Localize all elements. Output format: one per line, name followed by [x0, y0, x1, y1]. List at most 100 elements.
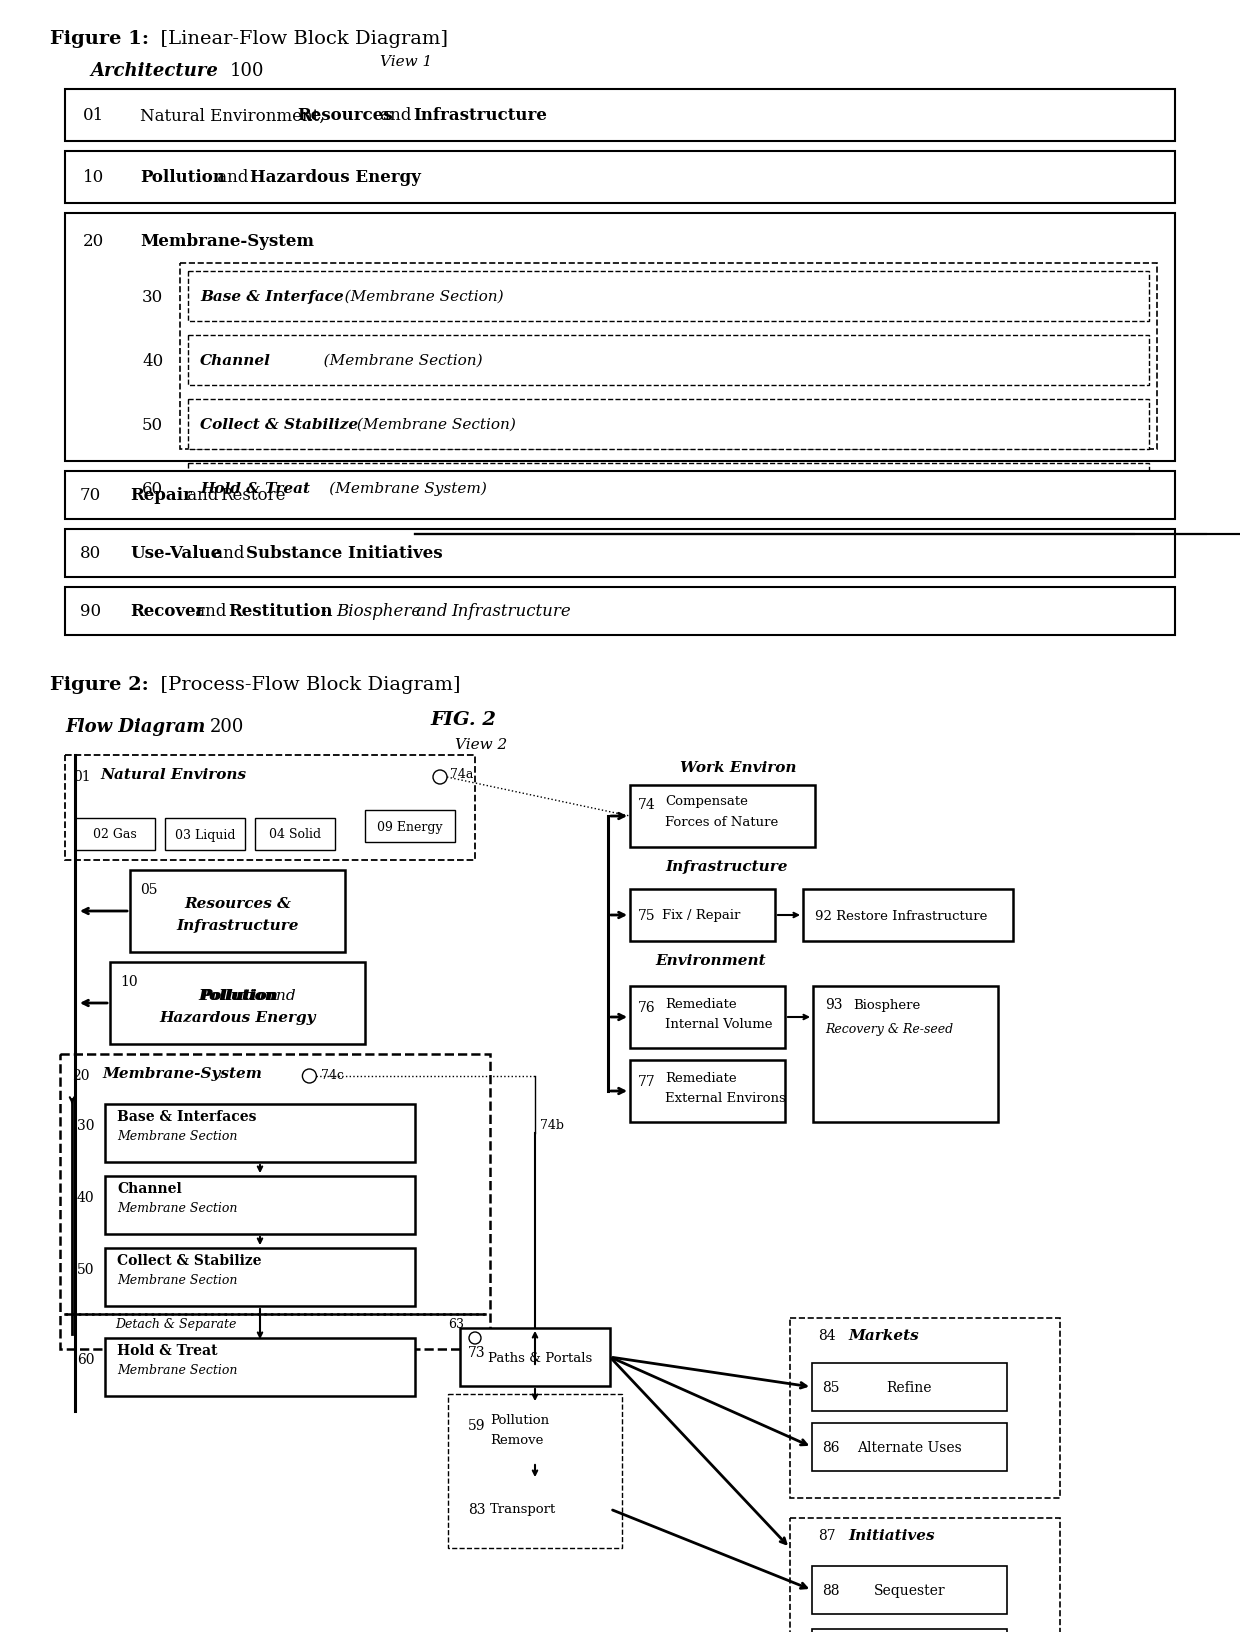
Text: 73: 73	[467, 1345, 486, 1359]
Bar	[110, 963, 365, 1044]
Text: 04 Solid: 04 Solid	[269, 827, 321, 840]
Bar	[180, 264, 1157, 450]
Text: Initiatives: Initiatives	[848, 1528, 935, 1542]
Text: View 2: View 2	[455, 738, 507, 752]
Text: 84: 84	[818, 1328, 836, 1342]
Text: (Membrane Section): (Membrane Section)	[352, 418, 516, 432]
Text: and: and	[208, 545, 249, 561]
Bar	[630, 889, 775, 942]
Text: Biosphere: Biosphere	[336, 604, 422, 620]
Text: Forces of Nature: Forces of Nature	[665, 814, 779, 827]
Text: Remove: Remove	[490, 1433, 543, 1446]
Text: 83: 83	[467, 1501, 486, 1516]
Text: 40: 40	[143, 353, 164, 369]
Text: Base & Interfaces: Base & Interfaces	[117, 1110, 257, 1123]
Text: 50: 50	[143, 416, 164, 432]
Text: 80: 80	[81, 545, 102, 561]
Text: and: and	[263, 989, 296, 1002]
Text: Pollution: Pollution	[490, 1413, 549, 1426]
Text: 88: 88	[822, 1583, 839, 1598]
Text: Restitution: Restitution	[228, 604, 332, 620]
Text: Hazardous Energy: Hazardous Energy	[250, 170, 420, 186]
Bar	[105, 1338, 415, 1395]
Text: -: -	[316, 604, 332, 620]
Bar	[255, 819, 335, 850]
Text: Membrane-System: Membrane-System	[102, 1066, 262, 1080]
Text: 03 Liquid: 03 Liquid	[175, 827, 236, 840]
Text: and: and	[410, 604, 453, 620]
Text: Hazardous Energy: Hazardous Energy	[159, 1010, 316, 1025]
Bar	[130, 870, 345, 953]
Text: Collect & Stabilize: Collect & Stabilize	[117, 1253, 262, 1266]
Bar	[60, 1054, 490, 1350]
Bar	[74, 819, 155, 850]
Bar	[64, 472, 1176, 519]
Text: 75: 75	[639, 909, 656, 922]
Bar	[365, 811, 455, 842]
Bar	[188, 463, 1149, 514]
Bar	[630, 785, 815, 847]
Text: Markets: Markets	[848, 1328, 919, 1342]
Text: Membrane Section: Membrane Section	[117, 1201, 237, 1214]
Text: 20: 20	[72, 1069, 89, 1082]
Text: Membrane-System: Membrane-System	[140, 233, 314, 250]
Text: Refine: Refine	[887, 1381, 932, 1394]
Text: 30: 30	[143, 289, 164, 305]
Text: Environment: Environment	[655, 953, 765, 968]
Text: Compensate: Compensate	[665, 795, 748, 808]
Text: Infrastructure: Infrastructure	[413, 108, 547, 124]
Text: 86: 86	[822, 1439, 839, 1454]
Text: Alternate Uses: Alternate Uses	[857, 1439, 962, 1454]
Text: 10: 10	[83, 170, 104, 186]
Text: 87: 87	[818, 1528, 836, 1542]
Bar	[812, 1629, 1007, 1632]
Bar	[105, 1177, 415, 1234]
Bar	[812, 1363, 1007, 1412]
Text: 60: 60	[143, 480, 164, 498]
Text: Use-Value: Use-Value	[130, 545, 221, 561]
Bar	[188, 273, 1149, 322]
Text: 05: 05	[140, 883, 157, 896]
Bar	[460, 1404, 610, 1462]
Text: 02 Gas: 02 Gas	[93, 827, 136, 840]
Text: Channel: Channel	[200, 354, 270, 367]
Text: and: and	[190, 604, 232, 620]
Text: Figure 1:: Figure 1:	[50, 29, 149, 47]
Text: 20: 20	[83, 233, 104, 250]
Text: Detach & Separate: Detach & Separate	[115, 1317, 237, 1330]
Text: Internal Volume: Internal Volume	[665, 1018, 773, 1031]
Text: 09 Energy: 09 Energy	[377, 819, 443, 832]
Bar	[105, 1248, 415, 1306]
Text: Infrastructure: Infrastructure	[665, 860, 787, 873]
Text: View 1: View 1	[379, 55, 433, 69]
Bar	[804, 889, 1013, 942]
Text: Restore: Restore	[219, 488, 285, 504]
Text: External Environs: External Environs	[665, 1092, 786, 1105]
Text: Base & Interface: Base & Interface	[200, 290, 343, 304]
Bar	[630, 1061, 785, 1123]
Text: 74c: 74c	[321, 1069, 345, 1082]
Text: (Membrane Section): (Membrane Section)	[330, 290, 503, 304]
Text: 85: 85	[822, 1381, 839, 1394]
Text: Recovery & Re-seed: Recovery & Re-seed	[825, 1022, 954, 1035]
Text: Collect & Stabilize: Collect & Stabilize	[200, 418, 358, 432]
Text: Architecture: Architecture	[91, 62, 218, 80]
Text: 77: 77	[639, 1074, 656, 1089]
Text: (Membrane System): (Membrane System)	[300, 481, 487, 496]
Text: Membrane Section: Membrane Section	[117, 1273, 237, 1286]
Bar	[460, 1480, 610, 1537]
Circle shape	[303, 1069, 316, 1084]
Text: Pollution: Pollution	[198, 989, 277, 1002]
Text: Hold & Treat: Hold & Treat	[200, 481, 310, 496]
Bar	[64, 90, 1176, 142]
Text: Membrane Section: Membrane Section	[117, 1129, 237, 1142]
Text: Remediate: Remediate	[665, 1072, 737, 1085]
Bar	[790, 1319, 1060, 1498]
Text: 01: 01	[83, 108, 104, 124]
Text: Substance Initiatives: Substance Initiatives	[246, 545, 443, 561]
Text: 59: 59	[467, 1418, 486, 1433]
Bar	[460, 1328, 610, 1386]
Text: 10: 10	[120, 974, 138, 989]
Text: FIG. 2: FIG. 2	[430, 710, 496, 728]
Text: Figure 2:: Figure 2:	[50, 676, 149, 694]
